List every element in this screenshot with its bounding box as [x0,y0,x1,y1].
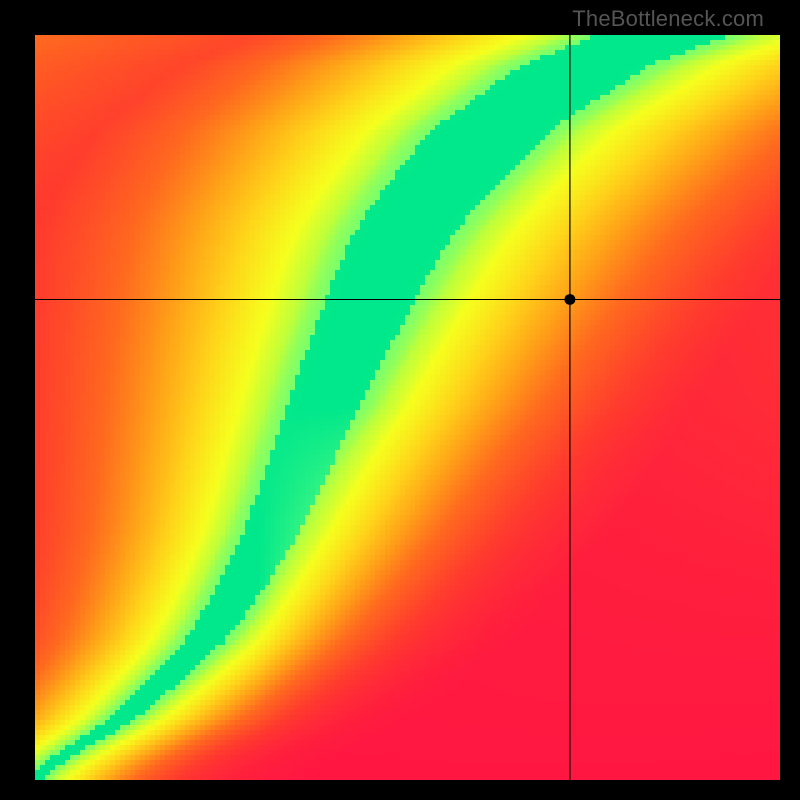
chart-container: TheBottleneck.com [0,0,800,800]
watermark-text: TheBottleneck.com [572,6,764,32]
crosshair-overlay [0,0,800,800]
